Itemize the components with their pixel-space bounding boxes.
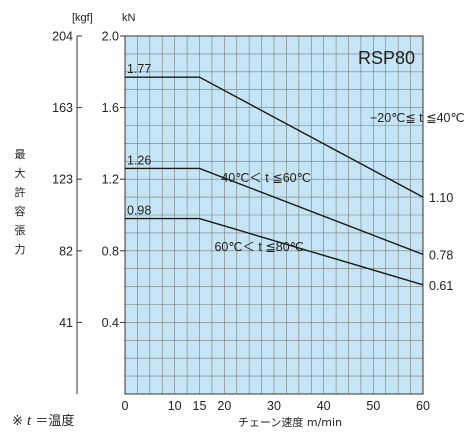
footnote-variable: t <box>27 413 32 429</box>
kgf-tick-label: 163 <box>52 101 73 115</box>
series-end-label: 0.61 <box>429 279 453 293</box>
x-tick-label: 20 <box>217 399 231 413</box>
x-tick-label: 50 <box>366 399 380 413</box>
footnote-mark: ※ <box>12 414 23 429</box>
series-name-label: 60℃＜ t ≦80℃ <box>214 240 303 254</box>
x-tick-label: 30 <box>267 399 281 413</box>
y-axis: 0.4 41 0.8 82 1.2 123 1.6 163 2.0 204 <box>52 30 125 394</box>
kgf-tick-label: 204 <box>52 30 73 44</box>
series-start-label: 0.98 <box>127 204 151 218</box>
y-axis-title-char: 許 <box>15 186 26 199</box>
series-end-label: 0.78 <box>429 248 453 262</box>
series-end-label: 1.10 <box>429 191 453 205</box>
series-start-label: 1.26 <box>127 153 151 167</box>
kgf-tick-label: 123 <box>52 173 73 187</box>
grid-lines <box>124 35 424 395</box>
y-axis-title-char: 最 <box>15 148 26 161</box>
x-axis: 0 10 15 20 30 40 50 60 <box>122 399 430 413</box>
kgf-tick-label: 41 <box>59 316 73 330</box>
x-tick-label: 15 <box>193 399 207 413</box>
x-tick-label: 10 <box>168 399 182 413</box>
annotation-group: 1.77 1.10 −20℃≦ t ≦40℃ 1.26 0.78 40℃＜ t ≦60℃ 0… <box>127 62 465 293</box>
series-line <box>125 76 424 198</box>
y-tick-label: 1.6 <box>102 101 119 115</box>
y-axis-title-char: 容 <box>15 204 26 218</box>
x-tick-label: 60 <box>416 399 430 413</box>
footnote-text: ＝温度 <box>35 414 75 429</box>
series-name-label: 40℃＜ t ≦60℃ <box>221 171 310 185</box>
y-tick-label: 2.0 <box>102 30 119 44</box>
x-axis-title: チェーン速度 m/min <box>238 415 342 429</box>
x-tick-label: 0 <box>122 399 129 413</box>
series-group <box>125 76 424 286</box>
y-axis-title-char: 力 <box>15 243 26 256</box>
chart-title: RSP80 <box>358 48 415 68</box>
series-start-label: 1.77 <box>127 62 151 76</box>
x-tick-label: 40 <box>317 399 331 413</box>
plot-border <box>124 35 424 395</box>
y-tick-label: 1.2 <box>102 173 119 187</box>
series-name-label: −20℃≦ t ≦40℃ <box>370 111 465 125</box>
y-unit-kgf: [kgf] <box>72 12 93 24</box>
series-line <box>125 217 424 286</box>
y-unit-kn: kN <box>122 12 136 24</box>
series-line <box>125 167 424 256</box>
y-axis-title-char: 大 <box>15 166 26 180</box>
y-axis-title-char: 張 <box>15 224 26 237</box>
kgf-tick-label: 82 <box>59 244 73 258</box>
footnote: ※ t ＝温度 <box>12 410 74 430</box>
y-tick-label: 0.8 <box>102 244 119 258</box>
y-tick-label: 0.4 <box>102 316 119 330</box>
